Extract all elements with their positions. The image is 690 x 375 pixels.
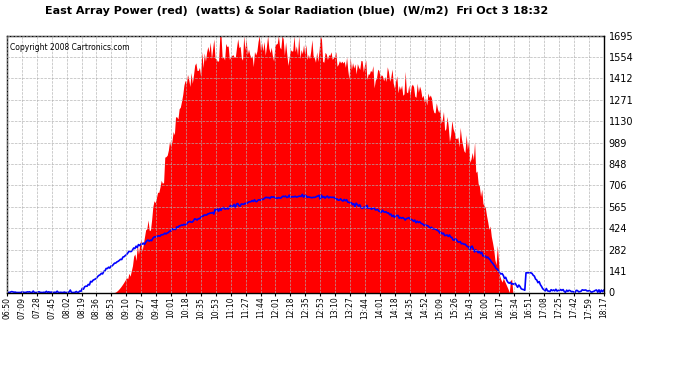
Text: Copyright 2008 Cartronics.com: Copyright 2008 Cartronics.com <box>10 44 130 52</box>
Text: East Array Power (red)  (watts) & Solar Radiation (blue)  (W/m2)  Fri Oct 3 18:3: East Array Power (red) (watts) & Solar R… <box>45 6 549 16</box>
